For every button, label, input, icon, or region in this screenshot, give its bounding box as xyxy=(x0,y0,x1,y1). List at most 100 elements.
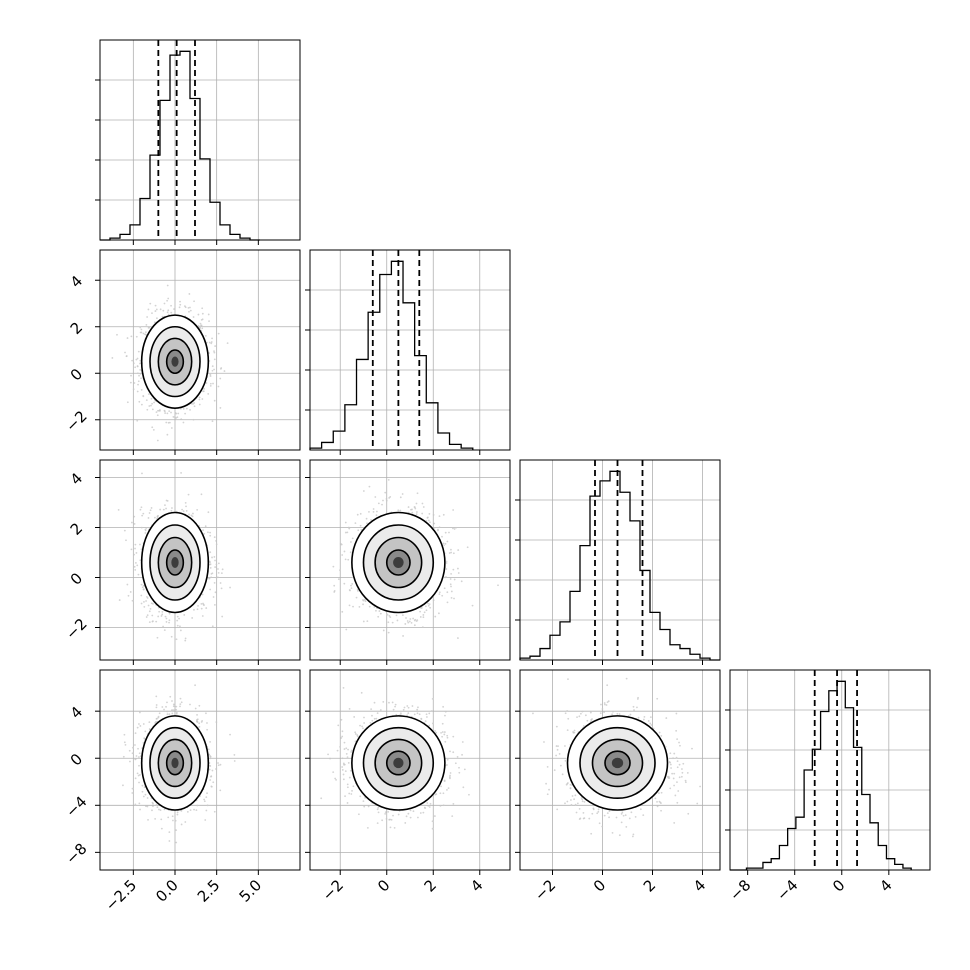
sample-point xyxy=(376,510,378,513)
sample-point xyxy=(135,552,138,554)
sample-point xyxy=(211,337,213,340)
sample-point xyxy=(193,405,196,408)
sample-point xyxy=(214,566,217,568)
sample-point xyxy=(573,729,576,732)
sample-point xyxy=(601,708,604,710)
sample-point xyxy=(687,812,690,815)
sample-point xyxy=(142,795,145,798)
sample-point xyxy=(636,706,638,709)
sample-point xyxy=(146,614,149,617)
sample-point xyxy=(198,725,201,728)
sample-point xyxy=(446,734,449,737)
sample-point xyxy=(219,407,222,409)
sample-point xyxy=(370,708,373,711)
sample-point xyxy=(159,508,162,511)
sample-point xyxy=(405,815,408,818)
sample-point xyxy=(139,326,142,329)
sample-point xyxy=(399,509,402,512)
sample-point xyxy=(431,820,434,823)
sample-point xyxy=(144,793,147,796)
sample-point xyxy=(684,779,687,782)
sample-point xyxy=(387,621,390,624)
sample-point xyxy=(421,512,424,515)
sample-point xyxy=(170,311,173,314)
sample-point xyxy=(388,497,391,499)
sample-point xyxy=(332,771,335,774)
x-tick-label: 0 xyxy=(829,876,848,895)
sample-point xyxy=(151,408,154,411)
sample-point xyxy=(565,783,568,786)
x-tick-label: −8 xyxy=(726,876,754,904)
contour-line xyxy=(351,511,446,614)
sample-point xyxy=(140,331,143,334)
sample-point xyxy=(452,735,455,738)
sample-point xyxy=(233,754,236,756)
sample-point xyxy=(215,768,218,770)
sample-point xyxy=(389,818,391,821)
sample-point xyxy=(179,303,182,306)
sample-point xyxy=(152,428,155,431)
density-frame xyxy=(309,459,511,661)
sample-point xyxy=(348,604,351,607)
sample-point xyxy=(669,763,672,766)
sample-point xyxy=(452,802,455,805)
density-content xyxy=(122,684,236,844)
sample-point xyxy=(134,803,137,806)
sample-point xyxy=(166,500,169,502)
sample-point xyxy=(220,572,223,575)
sample-point xyxy=(369,721,372,724)
sample-point xyxy=(210,341,213,343)
sample-point xyxy=(165,621,168,623)
sample-point xyxy=(351,789,353,792)
sample-point xyxy=(403,706,406,709)
sample-point xyxy=(126,401,129,404)
sample-point xyxy=(171,709,173,711)
sample-point xyxy=(143,737,146,740)
sample-point xyxy=(450,590,453,593)
sample-point xyxy=(438,526,441,529)
sample-point xyxy=(217,562,220,565)
sample-point xyxy=(377,502,380,505)
sample-point xyxy=(210,775,212,778)
sample-point xyxy=(408,620,411,623)
sample-point xyxy=(446,789,448,791)
sample-point xyxy=(166,713,169,716)
sample-point xyxy=(675,712,678,715)
sample-point xyxy=(359,724,361,727)
sample-point xyxy=(343,763,345,766)
sample-point xyxy=(226,342,229,345)
sample-point xyxy=(176,624,179,627)
sample-point xyxy=(207,748,210,751)
sample-point xyxy=(553,769,556,772)
sample-point xyxy=(349,551,352,554)
sample-point xyxy=(567,717,570,720)
x-tick-label: 0 xyxy=(374,876,393,895)
sample-point xyxy=(341,735,344,738)
sample-point xyxy=(397,813,400,816)
sample-point xyxy=(215,539,217,542)
sample-point xyxy=(592,807,595,810)
sample-point xyxy=(419,610,421,613)
sample-point xyxy=(441,731,444,733)
sample-point xyxy=(155,411,158,414)
sample-point xyxy=(173,416,176,418)
sample-point xyxy=(354,522,357,525)
sample-point xyxy=(188,513,190,516)
density-panel-0-2: −2 0 2 4 xyxy=(62,459,301,665)
contour-line xyxy=(140,715,210,811)
sample-point xyxy=(352,605,354,608)
sample-point xyxy=(196,508,199,511)
sample-point xyxy=(151,620,154,623)
x-tick-label: 0.0 xyxy=(152,876,182,906)
sample-point xyxy=(200,493,203,496)
sample-point xyxy=(452,568,455,571)
sample-point xyxy=(364,598,366,601)
sample-point xyxy=(188,293,191,295)
sample-point xyxy=(429,606,432,609)
sample-point xyxy=(442,542,445,545)
sample-point xyxy=(422,811,425,814)
sample-point xyxy=(575,811,578,814)
sample-point xyxy=(135,562,137,564)
sample-point xyxy=(660,809,662,812)
sample-point xyxy=(415,513,418,515)
